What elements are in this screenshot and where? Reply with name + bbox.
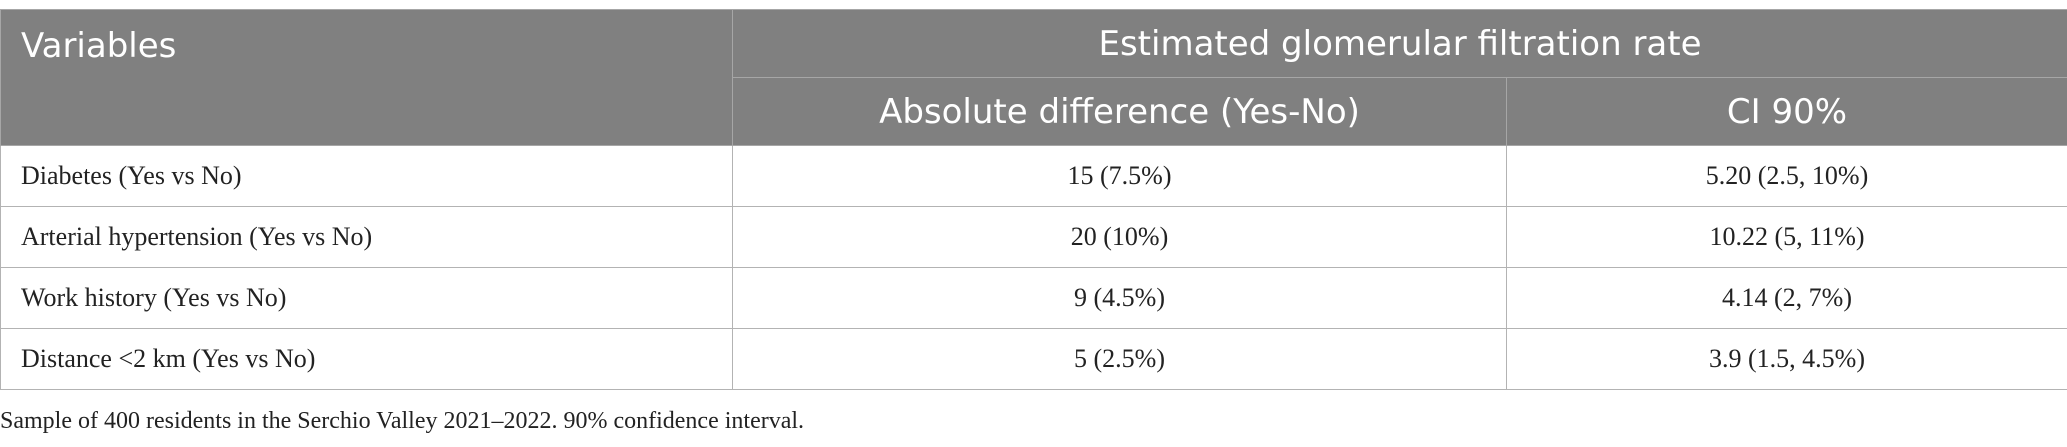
- results-table: Variables Estimated glomerular filtratio…: [0, 9, 2067, 390]
- cell-difference: 5 (2.5%): [732, 328, 1507, 390]
- cell-variable: Work history (Yes vs No): [0, 267, 733, 329]
- header-absolute-difference: Absolute difference (Yes-No): [732, 77, 1507, 146]
- cell-ci: 5.20 (2.5, 10%): [1505, 145, 2067, 207]
- header-ci-90: CI 90%: [1505, 77, 2067, 146]
- cell-variable: Arterial hypertension (Yes vs No): [0, 206, 733, 268]
- results-table-container: Variables Estimated glomerular filtratio…: [0, 9, 2067, 390]
- header-variables: Variables: [0, 9, 733, 146]
- cell-ci: 10.22 (5, 11%): [1505, 206, 2067, 268]
- header-row-top: Variables Estimated glomerular filtratio…: [0, 9, 2067, 146]
- cell-difference: 9 (4.5%): [732, 267, 1507, 329]
- table-footnote: Sample of 400 residents in the Serchio V…: [0, 408, 805, 434]
- cell-variable: Distance <2 km (Yes vs No): [0, 328, 733, 390]
- table-row: Work history (Yes vs No) 9 (4.5%) 4.14 (…: [0, 267, 2067, 329]
- header-egfr-group: Estimated glomerular filtration rate: [731, 9, 2067, 78]
- cell-difference: 20 (10%): [732, 206, 1507, 268]
- table-row: Arterial hypertension (Yes vs No) 20 (10…: [0, 206, 2067, 268]
- table-header: Variables Estimated glomerular filtratio…: [0, 9, 2067, 146]
- cell-variable: Diabetes (Yes vs No): [0, 145, 733, 207]
- table-row: Distance <2 km (Yes vs No) 5 (2.5%) 3.9 …: [0, 328, 2067, 390]
- table-body: Diabetes (Yes vs No) 15 (7.5%) 5.20 (2.5…: [0, 145, 2067, 390]
- table-row: Diabetes (Yes vs No) 15 (7.5%) 5.20 (2.5…: [0, 145, 2067, 207]
- cell-ci: 4.14 (2, 7%): [1505, 267, 2067, 329]
- cell-difference: 15 (7.5%): [732, 145, 1507, 207]
- header-row-sub: Absolute difference (Yes-No) CI 90%: [1, 77, 2067, 146]
- cell-ci: 3.9 (1.5, 4.5%): [1505, 328, 2067, 390]
